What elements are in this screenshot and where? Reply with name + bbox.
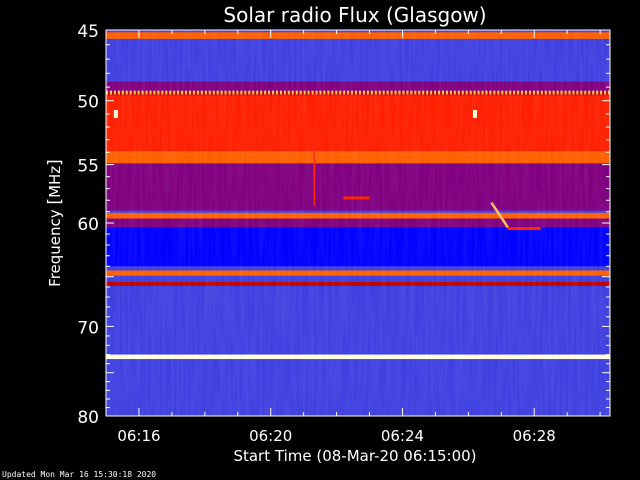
texture-overlay <box>106 30 610 416</box>
y-axis: 45 50 55 60 70 80 <box>77 22 610 428</box>
plot-area <box>105 29 611 417</box>
y-axis-label-prefix: Frequency <box>46 205 64 287</box>
x-tick-label: 06:16 <box>117 427 160 445</box>
y-tick-label: 55 <box>77 157 99 177</box>
x-tick-label: 06:20 <box>249 427 292 445</box>
y-tick-label: 70 <box>77 318 99 338</box>
x-tick-label: 06:24 <box>381 427 424 445</box>
y-tick-label: 50 <box>77 93 99 113</box>
y-tick-label: 80 <box>77 408 99 428</box>
x-tick-label: 06:28 <box>513 427 556 445</box>
x-axis: 06:16 06:20 06:24 06:28 <box>105 30 601 445</box>
y-axis-label-unit: MHz <box>46 166 64 198</box>
updated-timestamp: Updated Mon Mar 16 15:30:18 2020 <box>2 470 157 479</box>
y-tick-label: 45 <box>77 22 99 42</box>
y-tick-label: 60 <box>77 215 99 235</box>
y-axis-label: Frequency [MHz] <box>45 159 65 287</box>
chart-title: Solar radio Flux (Glasgow) <box>223 3 486 27</box>
x-axis-label: Start Time (08-Mar-20 06:15:00) <box>233 447 476 465</box>
